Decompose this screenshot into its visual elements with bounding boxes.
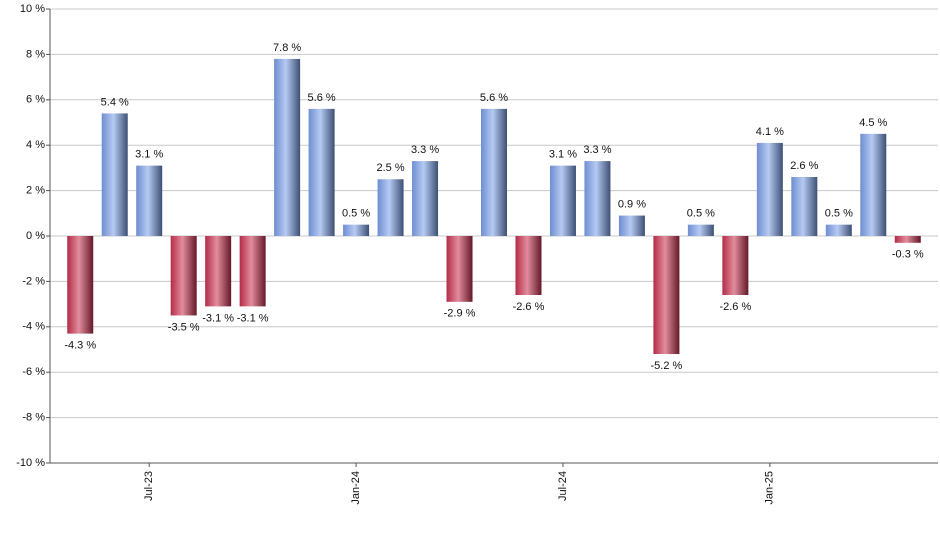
bar bbox=[549, 165, 576, 236]
bar bbox=[412, 161, 439, 236]
y-tick-label: -10 % bbox=[16, 457, 45, 469]
bar bbox=[239, 236, 266, 307]
value-label: 5.4 % bbox=[101, 96, 129, 108]
bar bbox=[687, 224, 714, 236]
bar bbox=[481, 108, 507, 236]
y-tick-label: 8 % bbox=[26, 48, 45, 60]
value-label: 4.1 % bbox=[756, 126, 784, 138]
value-label: 3.1 % bbox=[135, 149, 163, 161]
y-tick-label: -2 % bbox=[22, 275, 45, 287]
bar bbox=[756, 142, 783, 236]
value-label: 0.5 % bbox=[825, 208, 853, 220]
y-tick-label: -6 % bbox=[22, 366, 45, 378]
bar bbox=[308, 108, 335, 236]
bar bbox=[136, 165, 163, 236]
y-tick-label: 2 % bbox=[26, 185, 45, 197]
x-tick-label: Jan-25 bbox=[764, 471, 776, 505]
y-tick-label: -4 % bbox=[22, 321, 45, 333]
bar bbox=[67, 236, 94, 334]
value-label: 7.8 % bbox=[273, 42, 301, 54]
value-label: 0.5 % bbox=[687, 208, 715, 220]
y-tick-label: 10 % bbox=[20, 3, 45, 15]
value-label: 4.5 % bbox=[859, 117, 887, 129]
value-label: -3.5 % bbox=[168, 321, 200, 333]
value-label: -3.1 % bbox=[202, 312, 234, 324]
x-tick-label: Jul-23 bbox=[143, 471, 155, 501]
value-label: -4.3 % bbox=[64, 340, 96, 352]
bar bbox=[170, 236, 197, 316]
value-label: -2.6 % bbox=[719, 301, 751, 313]
bar bbox=[274, 58, 301, 236]
bar bbox=[653, 236, 680, 355]
value-label: 5.6 % bbox=[480, 92, 508, 104]
bar bbox=[860, 133, 887, 236]
value-label: -0.3 % bbox=[892, 249, 924, 261]
value-label: 0.5 % bbox=[342, 208, 370, 220]
value-label: 0.9 % bbox=[618, 198, 646, 210]
value-label: 2.6 % bbox=[790, 160, 818, 172]
bar bbox=[618, 215, 645, 236]
bar bbox=[791, 176, 818, 236]
value-label: 3.3 % bbox=[411, 144, 439, 156]
y-tick-label: -8 % bbox=[22, 412, 45, 424]
y-tick-label: 6 % bbox=[26, 94, 45, 106]
bar bbox=[377, 179, 404, 236]
bar bbox=[584, 161, 611, 236]
value-label: 3.3 % bbox=[583, 144, 611, 156]
value-label: 2.5 % bbox=[376, 162, 404, 174]
bar bbox=[446, 236, 473, 302]
value-label: 5.6 % bbox=[308, 92, 336, 104]
bar bbox=[825, 224, 852, 236]
x-tick-label: Jul-24 bbox=[557, 471, 569, 501]
bar bbox=[205, 236, 232, 307]
bar bbox=[343, 224, 370, 236]
bar bbox=[894, 236, 921, 243]
bar bbox=[101, 113, 128, 236]
value-label: -3.1 % bbox=[237, 312, 269, 324]
y-tick-label: 0 % bbox=[26, 230, 45, 242]
bar bbox=[515, 236, 542, 296]
x-tick-label: Jan-24 bbox=[350, 471, 362, 505]
value-label: -5.2 % bbox=[651, 360, 683, 372]
value-label: 3.1 % bbox=[549, 149, 577, 161]
value-label: -2.9 % bbox=[444, 308, 476, 320]
bar bbox=[722, 236, 749, 296]
value-label: -2.6 % bbox=[513, 301, 545, 313]
y-tick-label: 4 % bbox=[26, 139, 45, 151]
